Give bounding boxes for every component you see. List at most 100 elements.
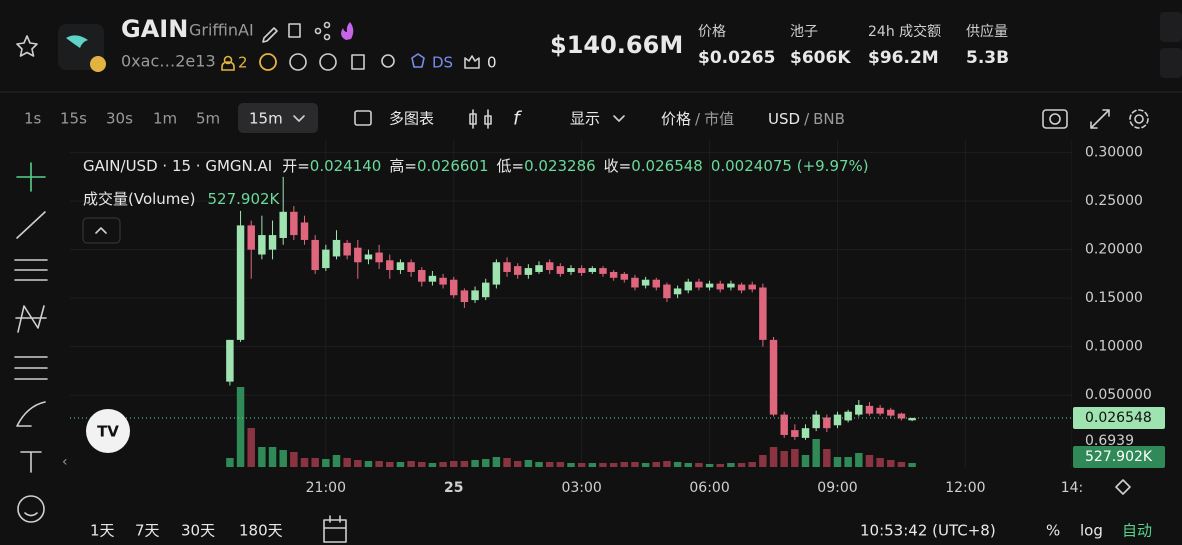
candle-body — [599, 268, 607, 274]
volume-bar — [759, 455, 767, 467]
price-active[interactable]: 价格 — [661, 110, 691, 128]
ds[interactable]: DS — [432, 54, 453, 72]
date-range-icon[interactable] — [323, 515, 347, 543]
interval-caret — [293, 115, 305, 122]
market-cap: $140.66M — [550, 31, 683, 59]
candle-body — [759, 287, 767, 340]
y-tick-label: 0.30000 — [1085, 145, 1143, 161]
candle-body — [780, 414, 788, 435]
pair: GAIN/USD · 15 · GMGN.AI — [83, 157, 272, 175]
interval[interactable]: 15m — [249, 110, 283, 128]
candle-body — [812, 414, 820, 429]
volume-bar — [652, 462, 661, 467]
ranges: 1天 7天 30天 180天 — [90, 522, 283, 540]
interval[interactable]: 30s — [106, 110, 133, 128]
svg-text:TV: TV — [97, 423, 119, 441]
volume-value: 527.902K — [208, 190, 281, 208]
currency-inactive[interactable]: BNB — [813, 110, 845, 128]
range[interactable]: 1天 — [90, 522, 115, 540]
favorites-icon — [464, 55, 480, 69]
currency-toggle[interactable]: USD / BNB — [768, 110, 845, 128]
candle-body — [641, 279, 650, 286]
side-settings[interactable] — [1160, 48, 1182, 78]
volume-bar — [609, 463, 618, 467]
volume-bar — [226, 458, 234, 467]
volume-bar — [524, 460, 533, 467]
axis-settings[interactable] — [1115, 479, 1131, 495]
currency-active[interactable]: USD — [768, 110, 800, 128]
candle-type-icon[interactable] — [469, 109, 492, 129]
volume-bar — [684, 463, 692, 467]
interval[interactable]: 15s — [60, 110, 87, 128]
interval[interactable]: 5m — [196, 110, 220, 128]
volume-bar — [492, 457, 501, 467]
tv-logo[interactable]: TV — [86, 409, 130, 453]
multi-chart-icon[interactable] — [354, 110, 372, 126]
range[interactable]: 180天 — [239, 522, 283, 540]
token-name: GriffinAI — [189, 21, 254, 40]
price-inactive[interactable]: 市值 — [704, 110, 734, 128]
volume-bar — [663, 461, 671, 467]
address[interactable]: 0xac…2e13 — [121, 52, 216, 71]
legend-collapse-caret — [95, 227, 107, 234]
volume-bar — [354, 460, 362, 467]
range[interactable]: 7天 — [135, 522, 160, 540]
y-tick-label: 0.050000 — [1085, 387, 1152, 403]
star-button[interactable] — [16, 35, 38, 57]
toolbar-right-icons[interactable] — [1042, 109, 1149, 129]
range[interactable]: 30天 — [181, 522, 215, 540]
volume-bar — [332, 455, 341, 467]
candle-body — [503, 262, 511, 272]
candle-body — [364, 254, 373, 260]
warning-icon[interactable] — [259, 53, 277, 71]
interval[interactable]: 1m — [153, 110, 177, 128]
x-tick-label: 25 — [444, 480, 463, 496]
auto-toggle[interactable]: 自动 — [1122, 522, 1152, 540]
candle-body — [375, 252, 383, 263]
volume-bar — [727, 463, 735, 467]
volume-bar — [418, 462, 426, 467]
separator: / — [695, 110, 701, 128]
intervals: 1s 15s 30s 1m 5m 15m — [24, 110, 305, 128]
header-icons[interactable] — [262, 21, 354, 43]
log-toggle[interactable]: log — [1080, 522, 1103, 540]
price-toggle[interactable]: 价格 / 市值 — [661, 110, 734, 128]
link-icons[interactable] — [289, 53, 425, 71]
volume-bar — [311, 458, 319, 467]
volume-bar — [887, 460, 895, 467]
legend-collapse[interactable] — [82, 217, 121, 244]
multi-chart[interactable]: 多图表 — [389, 110, 434, 128]
volume-bar — [460, 461, 469, 467]
candle-body — [684, 281, 692, 291]
candle-body — [226, 339, 234, 382]
volume-bar — [428, 463, 437, 467]
side-toggle[interactable] — [1160, 12, 1182, 42]
open-value: 0.024140 — [310, 157, 382, 175]
percent-toggle[interactable]: % — [1046, 522, 1060, 540]
candle-body — [833, 414, 842, 426]
collapse-arrow[interactable]: ‹ — [62, 454, 68, 470]
display-caret — [613, 115, 625, 122]
candle-body — [908, 417, 916, 421]
candle-body — [460, 290, 469, 303]
candle-body — [236, 225, 245, 340]
candle-body — [865, 405, 874, 414]
interval[interactable]: 1s — [24, 110, 42, 128]
holders: 2 — [238, 54, 248, 72]
volume-bar — [673, 462, 682, 467]
fx-icon[interactable]: f — [513, 108, 523, 130]
candle-body — [300, 222, 309, 240]
candle-body — [407, 262, 415, 272]
drawing-tools[interactable] — [14, 162, 48, 523]
candle-body — [524, 268, 533, 275]
volume-bar — [439, 462, 447, 467]
x-tick-label: 21:00 — [306, 480, 346, 496]
candle-body — [567, 268, 575, 272]
volume-bar — [641, 463, 650, 467]
display[interactable]: 显示 — [570, 110, 600, 128]
last-price-box — [1073, 406, 1165, 429]
candle-body — [737, 284, 746, 291]
volume-bar — [364, 461, 373, 467]
